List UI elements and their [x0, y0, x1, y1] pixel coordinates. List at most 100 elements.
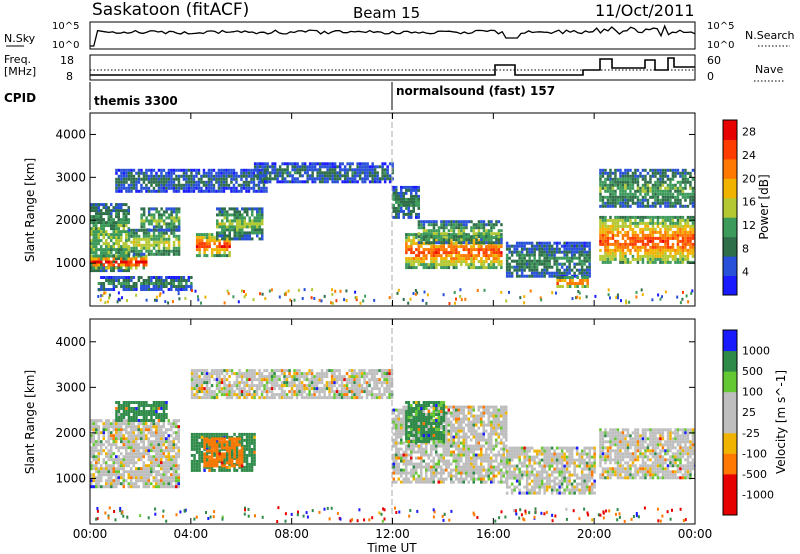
data-cell: [308, 162, 312, 166]
data-cell: [132, 231, 136, 235]
data-cell: [220, 245, 224, 249]
data-cell: [155, 485, 158, 489]
data-cell: [105, 425, 108, 429]
data-cell: [669, 204, 672, 208]
data-cell: [100, 239, 103, 243]
data-cell: [217, 177, 221, 181]
data-cell: [575, 241, 579, 245]
data-cell: [152, 231, 156, 235]
data-cell: [205, 464, 209, 468]
data-cell: [250, 462, 254, 466]
data-cell: [243, 295, 246, 299]
data-cell: [147, 189, 151, 193]
data-cell: [172, 479, 175, 483]
data-cell: [127, 458, 130, 462]
data-cell: [293, 162, 297, 166]
data-cell: [362, 299, 365, 303]
data-cell: [177, 228, 181, 232]
data-cell: [205, 254, 209, 258]
data-cell: [203, 236, 206, 240]
data-cell: [311, 174, 314, 178]
data-cell: [619, 260, 622, 264]
data-cell: [147, 470, 150, 474]
data-cell: [621, 177, 625, 181]
data-cell: [405, 251, 408, 255]
data-cell: [268, 289, 271, 293]
data-cell: [644, 224, 647, 228]
data-cell: [578, 271, 581, 275]
data-cell: [609, 195, 612, 199]
data-cell: [150, 174, 153, 178]
data-cell: [140, 288, 143, 291]
data-cell: [545, 241, 549, 245]
data-cell: [611, 195, 615, 199]
data-cell: [585, 244, 589, 248]
data-cell: [573, 274, 576, 278]
data-cell: [656, 242, 660, 246]
data-cell: [460, 229, 463, 233]
data-cell: [368, 168, 372, 172]
data-cell: [583, 259, 586, 263]
data-cell: [276, 180, 279, 184]
data-cell: [112, 242, 115, 246]
data-cell: [457, 260, 461, 264]
data-cell: [543, 241, 546, 245]
data-cell: [122, 473, 125, 477]
data-cell: [644, 233, 647, 237]
data-cell: [102, 218, 105, 222]
data-cell: [175, 443, 178, 447]
data-cell: [115, 476, 118, 480]
data-cell: [120, 428, 123, 432]
data-cell: [110, 266, 113, 270]
data-cell: [170, 428, 173, 432]
power-colorbar-swatch: [723, 197, 737, 218]
data-cell: [447, 223, 451, 227]
data-cell: [681, 224, 685, 228]
data-cell: [363, 165, 367, 169]
data-cell: [430, 251, 433, 255]
data-cell: [609, 177, 612, 181]
data-cell: [204, 295, 207, 299]
data-cell: [175, 177, 178, 181]
data-cell: [97, 458, 100, 462]
data-cell: [220, 461, 224, 465]
data-cell: [172, 455, 175, 459]
data-cell: [306, 168, 309, 172]
data-cell: [410, 209, 413, 213]
data-cell: [450, 254, 453, 258]
data-cell: [306, 174, 309, 178]
data-cell: [669, 251, 672, 255]
data-cell: [230, 180, 233, 184]
data-cell: [490, 226, 493, 230]
data-cell: [326, 168, 329, 172]
data-cell: [92, 236, 95, 240]
data-cell: [258, 177, 262, 181]
data-cell: [150, 171, 153, 175]
data-cell: [177, 219, 181, 223]
data-cell: [140, 213, 143, 217]
data-cell: [240, 289, 243, 293]
data-cell: [127, 452, 130, 456]
data-cell: [425, 232, 428, 236]
data-cell: [460, 220, 463, 224]
data-cell: [460, 257, 463, 261]
data-cell: [182, 186, 186, 190]
data-cell: [107, 221, 110, 225]
data-cell: [200, 459, 204, 463]
data-cell: [649, 257, 652, 261]
data-cell: [624, 201, 627, 205]
data-cell: [691, 186, 695, 190]
data-cell: [167, 479, 170, 483]
data-cell: [585, 253, 589, 257]
data-cell: [202, 168, 206, 172]
data-cell: [345, 289, 348, 293]
data-cell: [155, 240, 158, 244]
data-cell: [117, 263, 120, 267]
data-cell: [205, 239, 209, 243]
data-cell: [132, 252, 136, 256]
data-cell: [223, 242, 226, 246]
power-y-label: Slant Range [km]: [23, 158, 37, 262]
data-cell: [127, 446, 130, 450]
data-cell: [213, 461, 216, 465]
data-cell: [664, 218, 667, 222]
